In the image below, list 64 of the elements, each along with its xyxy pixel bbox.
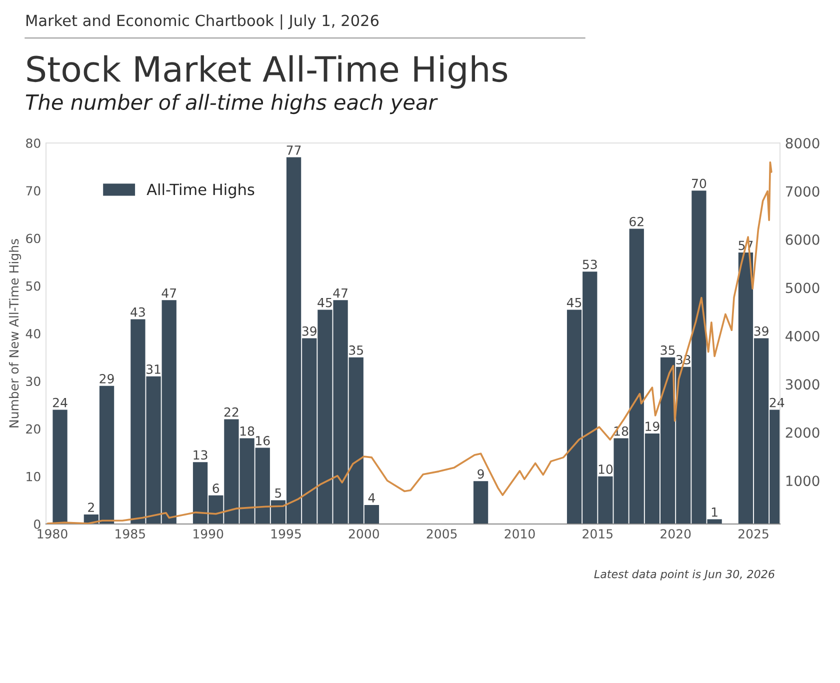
y-tick-label: 10 xyxy=(26,472,40,482)
y2-tick-label: 4000 xyxy=(786,330,820,342)
y2-tick-label: 8000 xyxy=(786,138,820,148)
data-label: 9 xyxy=(478,469,484,479)
data-label: 22 xyxy=(224,407,238,417)
x-tick-label: 2010 xyxy=(504,529,535,539)
data-label: 18 xyxy=(240,426,254,436)
y2-tick-label: 1000 xyxy=(786,476,820,486)
data-label: 6 xyxy=(212,484,220,494)
data-label: 47 xyxy=(333,288,348,298)
x-tick-label: 1985 xyxy=(116,529,145,539)
data-label: 16 xyxy=(256,436,270,446)
bar xyxy=(52,410,68,524)
x-tick-label: 2015 xyxy=(582,529,612,539)
text: Latest data point is Jun 30, 2026 xyxy=(594,570,775,580)
data-label: 35 xyxy=(349,345,363,355)
x-tick-label: 2020 xyxy=(660,529,691,539)
x-tick-label: 2000 xyxy=(348,529,379,539)
data-label: 4 xyxy=(368,493,375,502)
data-label: 31 xyxy=(146,364,160,374)
y2-tick-label: 7000 xyxy=(786,186,820,197)
y-axis-title: Number of New All-Time Highs xyxy=(8,239,22,428)
data-label: 77 xyxy=(286,146,301,155)
y-tick-label: 40 xyxy=(26,328,40,338)
data-label: 24 xyxy=(52,398,68,408)
data-label: 43 xyxy=(130,307,145,317)
x-tick-label: 2005 xyxy=(426,529,457,539)
y2-tick-label: 6000 xyxy=(786,234,820,245)
data-label: 2 xyxy=(88,502,94,512)
y-tick-label: 30 xyxy=(26,376,40,386)
x-tick-label: 1995 xyxy=(271,529,301,539)
data-label: 39 xyxy=(754,326,768,336)
data-label: 62 xyxy=(630,216,644,226)
data-label: 39 xyxy=(302,326,316,336)
data-label: 35 xyxy=(660,345,675,355)
y-tick-label: 80 xyxy=(26,138,40,148)
x-tick-label: 1990 xyxy=(194,529,224,539)
data-label: 29 xyxy=(100,374,114,384)
data-label: 5 xyxy=(275,488,282,498)
data-label: 70 xyxy=(692,178,706,188)
y-tick-label: 0 xyxy=(34,519,40,529)
x-tick-label: 2025 xyxy=(738,529,768,539)
data-label: 24 xyxy=(770,398,784,408)
legend-label: All-Time Highs xyxy=(146,183,254,198)
data-label: 45 xyxy=(566,298,582,308)
y2-tick-label: 3000 xyxy=(786,379,820,390)
data-label: 53 xyxy=(582,260,597,270)
y-tick-label: 50 xyxy=(26,281,40,291)
data-label: 1 xyxy=(712,508,718,517)
text: Market and Economic Chartbook | July 1, 2026 xyxy=(26,14,379,30)
x-tick-label: 1980 xyxy=(38,529,68,539)
y-tick-label: 70 xyxy=(26,186,40,196)
data-label: 10 xyxy=(598,464,613,474)
data-label: 45 xyxy=(318,298,332,308)
y-tick-label: 60 xyxy=(26,234,40,244)
y-tick-label: 20 xyxy=(26,424,40,434)
data-label: 47 xyxy=(162,288,176,298)
bar xyxy=(473,481,488,524)
chart-title: Stock Market All-Time Highs xyxy=(27,55,508,89)
y2-tick-label: 2000 xyxy=(786,427,820,438)
data-label: 13 xyxy=(194,450,208,460)
chart-subtitle: The number of all-time highs each year xyxy=(26,94,438,114)
data-label: 19 xyxy=(646,422,660,432)
y2-tick-label: 5000 xyxy=(786,282,820,294)
